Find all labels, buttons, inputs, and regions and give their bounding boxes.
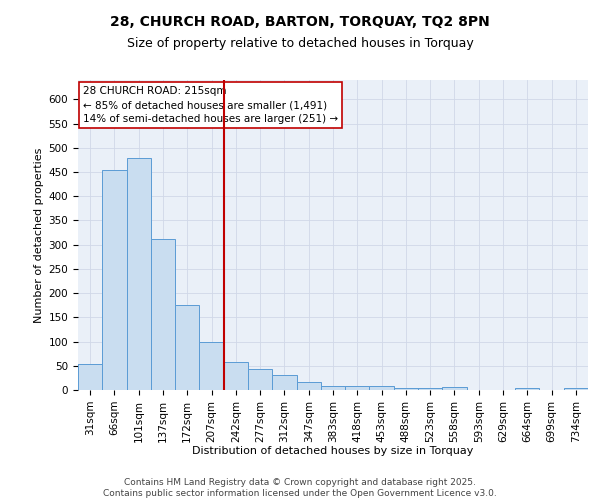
Y-axis label: Number of detached properties: Number of detached properties xyxy=(34,148,44,322)
Bar xyxy=(418,388,442,390)
Bar xyxy=(296,382,321,390)
Bar xyxy=(248,369,272,390)
Bar xyxy=(442,387,467,390)
Bar xyxy=(127,158,151,390)
Bar xyxy=(345,386,370,390)
Bar xyxy=(321,386,345,390)
Bar xyxy=(394,388,418,390)
Text: Size of property relative to detached houses in Torquay: Size of property relative to detached ho… xyxy=(127,38,473,51)
Bar xyxy=(199,342,224,390)
Bar xyxy=(151,240,175,390)
Bar xyxy=(78,364,102,390)
Bar xyxy=(564,388,588,390)
Bar xyxy=(224,362,248,390)
Bar xyxy=(370,386,394,390)
Text: 28 CHURCH ROAD: 215sqm
← 85% of detached houses are smaller (1,491)
14% of semi-: 28 CHURCH ROAD: 215sqm ← 85% of detached… xyxy=(83,86,338,124)
Bar xyxy=(515,388,539,390)
Bar xyxy=(272,374,296,390)
Bar xyxy=(175,304,199,390)
Bar xyxy=(102,170,127,390)
X-axis label: Distribution of detached houses by size in Torquay: Distribution of detached houses by size … xyxy=(193,446,473,456)
Text: Contains HM Land Registry data © Crown copyright and database right 2025.
Contai: Contains HM Land Registry data © Crown c… xyxy=(103,478,497,498)
Text: 28, CHURCH ROAD, BARTON, TORQUAY, TQ2 8PN: 28, CHURCH ROAD, BARTON, TORQUAY, TQ2 8P… xyxy=(110,15,490,29)
